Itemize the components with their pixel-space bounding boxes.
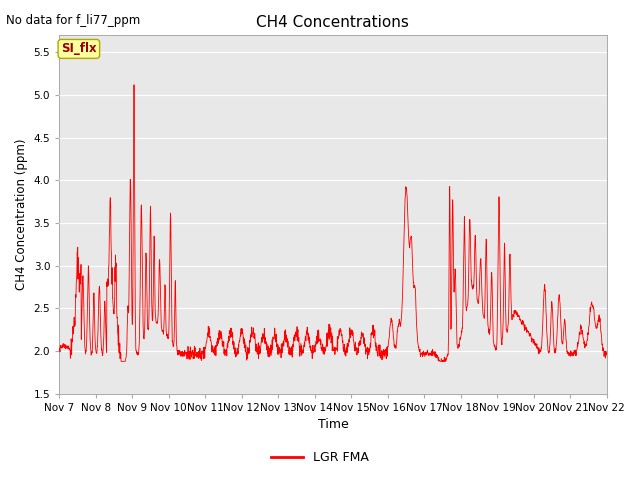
Text: SI_flx: SI_flx [61, 42, 97, 55]
Legend: LGR FMA: LGR FMA [266, 446, 374, 469]
Title: CH4 Concentrations: CH4 Concentrations [257, 15, 410, 30]
Text: No data for f_li77_ppm: No data for f_li77_ppm [6, 14, 141, 27]
X-axis label: Time: Time [317, 419, 348, 432]
Y-axis label: CH4 Concentration (ppm): CH4 Concentration (ppm) [15, 139, 28, 290]
